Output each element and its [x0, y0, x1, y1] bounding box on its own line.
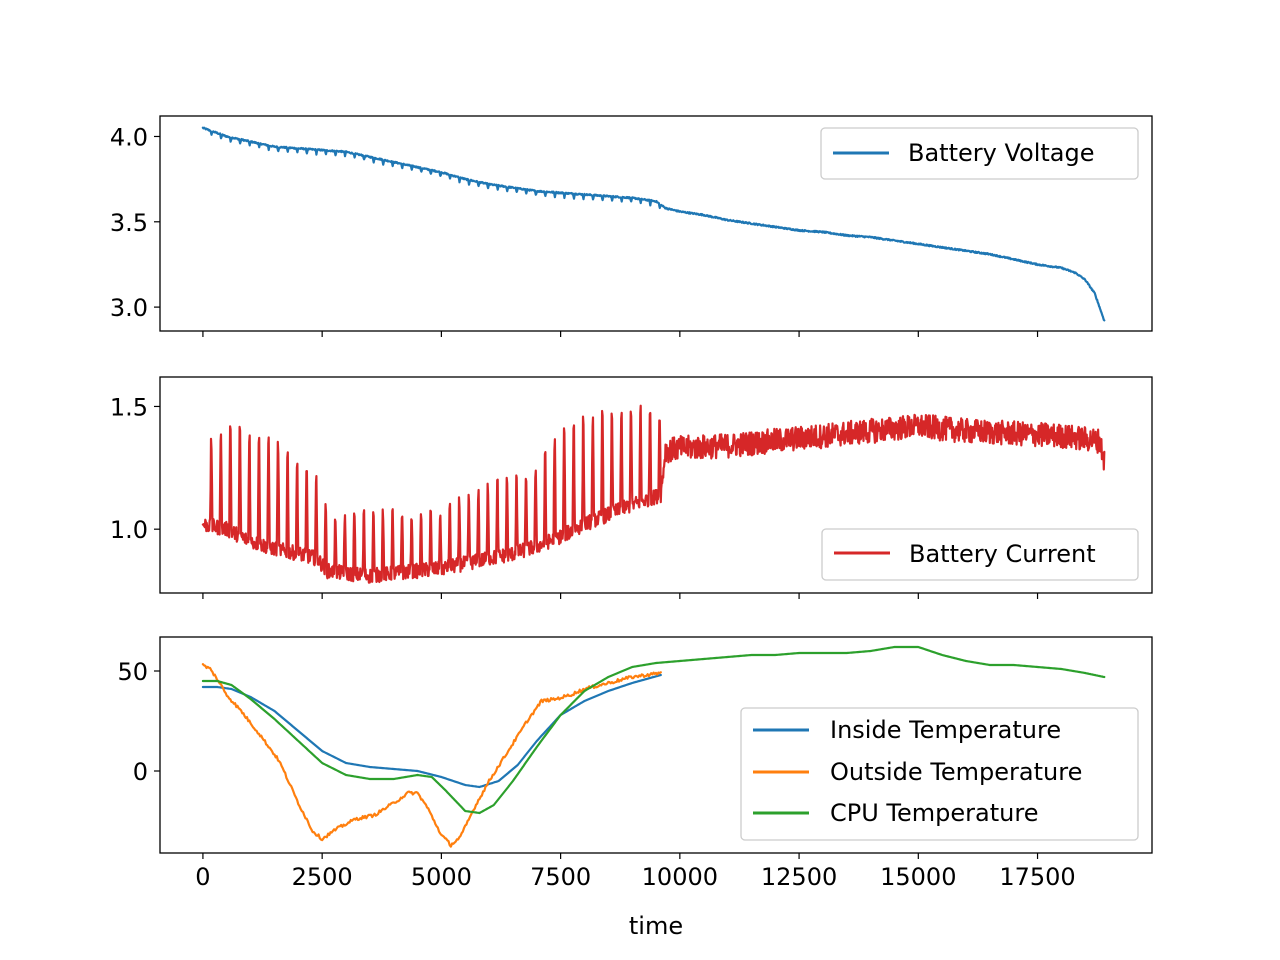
- y-tick-label: 0: [133, 758, 148, 786]
- legend-temperatures: Inside Temperature Outside Temperature C…: [740, 707, 1139, 841]
- axes-frame-voltage: [159, 115, 1153, 332]
- legend-label-voltage: Battery Voltage: [908, 139, 1094, 167]
- series-line-inside-temperature: [201, 673, 662, 789]
- x-tick-label: 12500: [761, 863, 837, 891]
- y-tick-label: 1.0: [110, 516, 148, 544]
- ticks-current: 1.0 1.5: [110, 393, 1039, 599]
- x-tick-label: 2500: [292, 863, 353, 891]
- x-tick-label: 5000: [411, 863, 472, 891]
- x-tick-label: 17500: [999, 863, 1075, 891]
- axes-frame-temperatures: [159, 636, 1153, 854]
- x-tick-label: 10000: [642, 863, 718, 891]
- legend-box-temperatures: [740, 707, 1139, 841]
- series-line-battery-voltage: [201, 126, 1106, 322]
- plot-area-current: [201, 404, 1106, 584]
- legend-box-voltage: [820, 127, 1139, 180]
- x-tick-label: 15000: [880, 863, 956, 891]
- legend-box-current: [821, 528, 1139, 581]
- plot-area-temperatures: [201, 645, 1106, 848]
- legend-current: Battery Current: [821, 528, 1139, 581]
- plot-area-voltage: [201, 126, 1106, 322]
- x-axis-label: time: [629, 912, 683, 940]
- x-tick-label: 7500: [530, 863, 591, 891]
- y-tick-label: 3.5: [110, 209, 148, 237]
- x-tick-label: 0: [195, 863, 210, 891]
- ticks-temperatures: 0 50 0 2500 5000 7500 10000 12500 15000 17500: [117, 658, 1075, 891]
- legend-label-cpu: CPU Temperature: [830, 799, 1038, 827]
- y-tick-label: 4.0: [110, 123, 148, 151]
- series-line-cpu-temperature: [201, 645, 1106, 815]
- legend-voltage: Battery Voltage: [820, 127, 1139, 180]
- legend-label-current: Battery Current: [909, 540, 1096, 568]
- legend-label-outside: Outside Temperature: [830, 758, 1082, 786]
- subplot-temperatures: 0 50 0 2500 5000 7500 10000 12500 15000 17500 Ins…: [117, 636, 1153, 891]
- y-tick-label: 3.0: [110, 294, 148, 322]
- subplot-battery-voltage: 3.0 3.5 4.0 Battery Voltage: [110, 115, 1153, 337]
- ticks-voltage: 3.0 3.5 4.0: [110, 123, 1039, 337]
- series-line-battery-current: [201, 404, 1106, 584]
- y-tick-label: 1.5: [110, 393, 148, 421]
- legend-label-inside: Inside Temperature: [830, 716, 1061, 744]
- subplot-battery-current: 1.0 1.5 Battery Current: [110, 376, 1153, 599]
- axes-frame-current: [159, 376, 1153, 594]
- y-tick-label: 50: [117, 658, 148, 686]
